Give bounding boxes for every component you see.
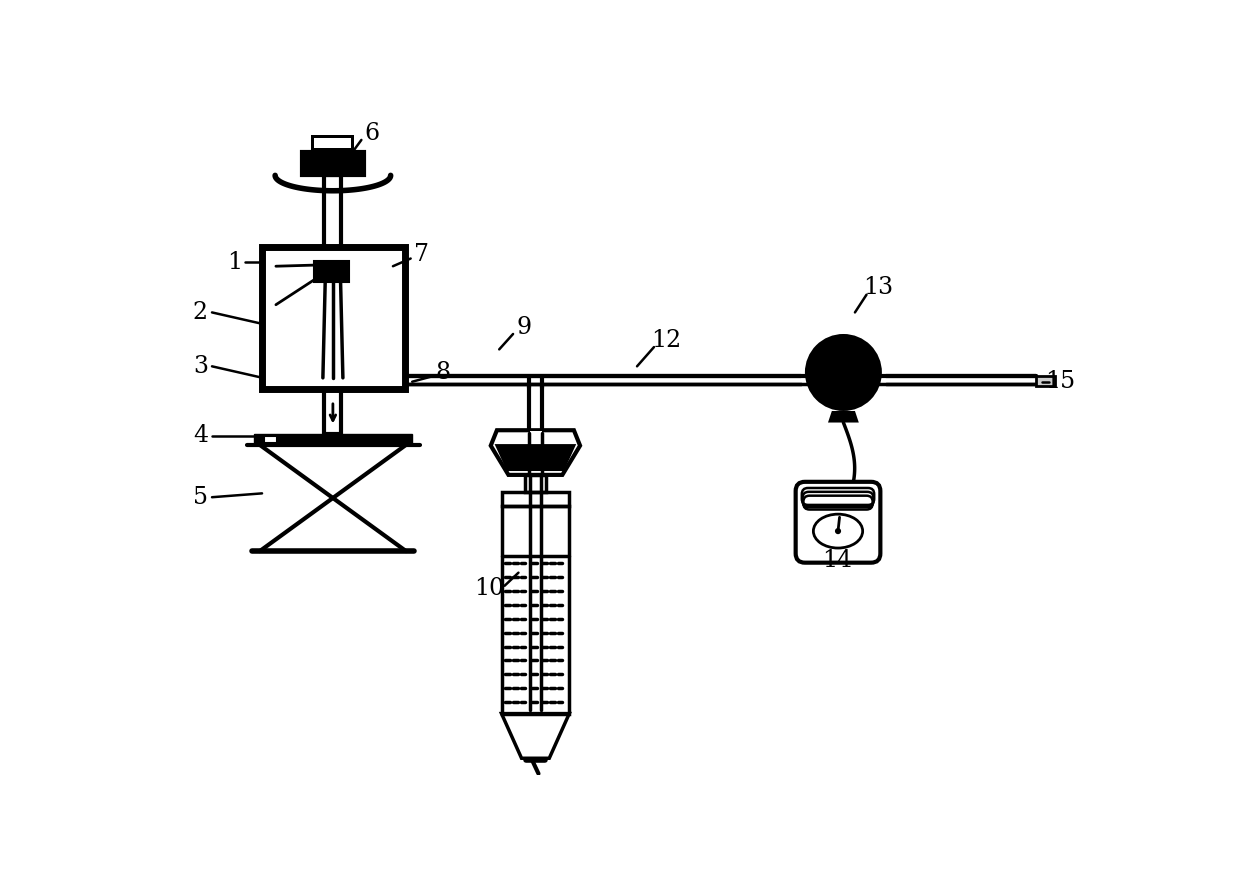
Bar	[315, 260, 350, 282]
Text: 3: 3	[193, 354, 208, 378]
Bar	[325, 175, 341, 247]
Bar	[325, 389, 341, 434]
Bar	[501, 492, 569, 506]
Text: 6: 6	[365, 122, 379, 145]
Polygon shape	[828, 411, 859, 422]
Text: 10: 10	[474, 577, 505, 599]
Bar	[315, 138, 351, 148]
Bar	[264, 436, 278, 443]
FancyBboxPatch shape	[796, 482, 880, 563]
Text: 14: 14	[822, 549, 852, 572]
Circle shape	[805, 334, 882, 411]
Text: 13: 13	[863, 276, 893, 300]
Text: 2: 2	[193, 300, 208, 324]
Text: 8: 8	[435, 361, 450, 384]
Text: 15: 15	[1045, 370, 1075, 393]
Circle shape	[321, 274, 329, 282]
Text: 5: 5	[193, 486, 208, 509]
Text: 1: 1	[227, 251, 243, 273]
Text: 4: 4	[193, 424, 208, 447]
Bar	[501, 506, 569, 713]
Bar	[529, 431, 542, 442]
Text: 9: 9	[516, 316, 532, 340]
Bar	[303, 152, 363, 175]
Bar	[1035, 376, 1055, 386]
Text: 7: 7	[414, 243, 429, 267]
Bar	[262, 247, 404, 389]
Circle shape	[337, 274, 345, 282]
Bar	[303, 152, 363, 175]
Polygon shape	[495, 444, 577, 471]
Text: 12: 12	[651, 329, 682, 353]
Bar	[315, 260, 350, 282]
Bar	[311, 135, 355, 152]
Circle shape	[329, 274, 337, 282]
Bar	[525, 475, 546, 492]
Bar	[254, 434, 412, 445]
Bar	[254, 434, 412, 445]
Bar	[264, 436, 278, 443]
Circle shape	[835, 528, 841, 534]
